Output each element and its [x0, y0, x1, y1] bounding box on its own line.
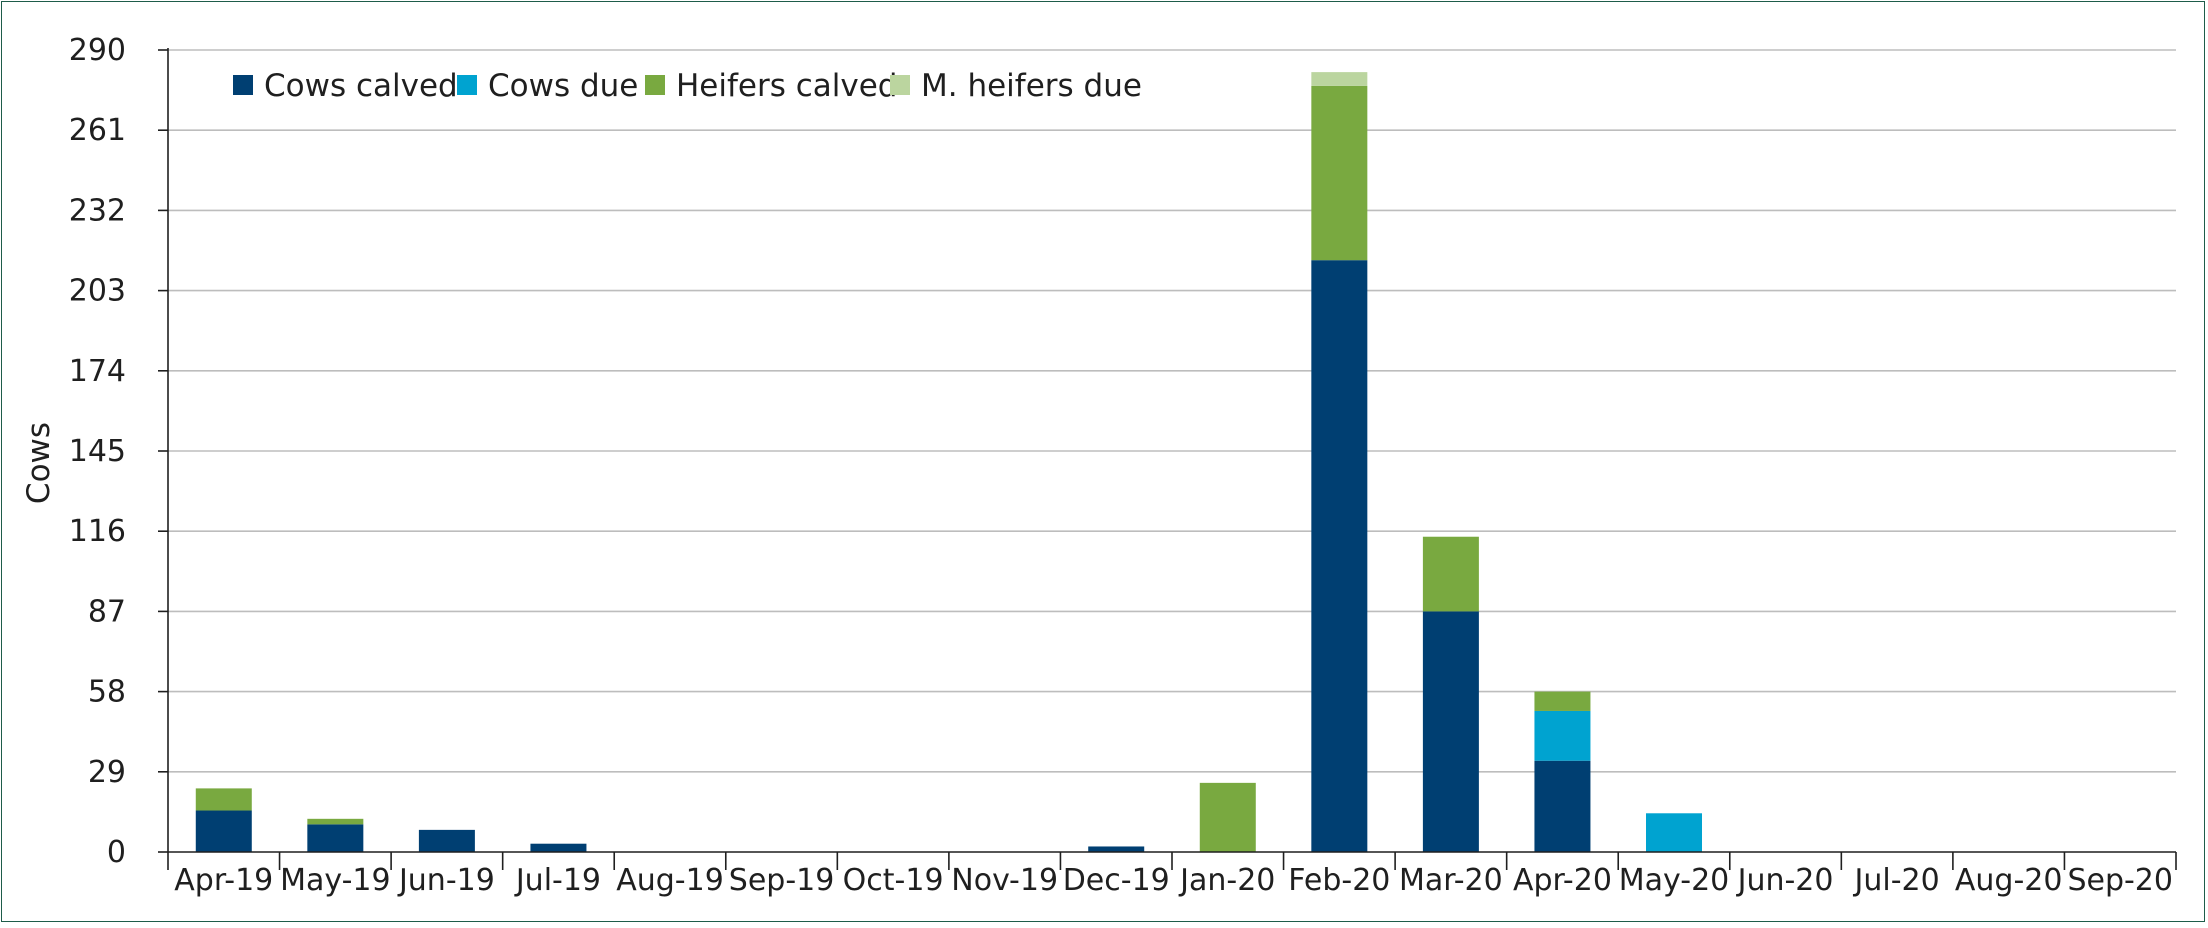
y-tick-label: 116 [69, 514, 126, 549]
x-tick-label: Apr-20 [1513, 863, 1612, 898]
gridlines [168, 49, 2176, 773]
y-tick-label: 232 [69, 193, 126, 228]
y-axis-label: Cows [21, 422, 57, 504]
y-tick-label: 203 [69, 274, 126, 309]
legend-swatch-heifers-calved [645, 75, 665, 95]
x-tick-label: Jul-20 [1853, 863, 1940, 898]
y-tick-label: 261 [69, 113, 126, 148]
x-tick-labels: Apr-19 May-19 Jun-19 Jul-19 Aug-19 Sep-19 Oct-… [174, 863, 2173, 898]
x-tick-label: Aug-20 [1955, 863, 2063, 898]
y-tick-label: 145 [69, 434, 126, 469]
y-tick-label: 87 [88, 594, 126, 629]
bar-cows-calved [1088, 846, 1145, 852]
x-tick-label: Jun-19 [397, 863, 495, 898]
bar-cows-calved [307, 824, 364, 852]
x-tick-label: Sep-20 [2067, 863, 2173, 898]
bar-cows-calved [530, 843, 587, 852]
bar-heifers-calved [195, 788, 252, 811]
bar-cows-calved [1422, 611, 1479, 852]
bar-cows-calved [1311, 260, 1368, 852]
x-tick-label: Feb-20 [1288, 863, 1390, 898]
y-tick-label: 58 [88, 675, 126, 710]
x-tick-label: Apr-19 [174, 863, 273, 898]
bar-heifers-calved [1422, 536, 1479, 612]
y-tick-label: 0 [107, 835, 126, 870]
x-tick-label: Dec-19 [1063, 863, 1170, 898]
x-tick-label: Oct-19 [843, 863, 944, 898]
legend: Cows calved Cows due Heifers calved M. heif… [233, 68, 1142, 104]
bar-heifers-calved [307, 818, 364, 825]
x-tick-label: Aug-19 [616, 863, 724, 898]
legend-label-m-heifers-due: M. heifers due [921, 68, 1142, 104]
legend-swatch-cows-calved [233, 75, 253, 95]
x-tick-label: Jul-19 [514, 863, 601, 898]
bar-heifers-calved [1199, 782, 1256, 852]
bar-m-heifers-due [1311, 72, 1368, 86]
bar-cows-calved [418, 829, 475, 852]
legend-swatch-m-heifers-due [890, 75, 910, 95]
bar-cows-due [1646, 813, 1702, 852]
x-tick-label: May-20 [1619, 863, 1730, 898]
bar-cows-calved [195, 810, 252, 852]
y-tick-label: 290 [69, 33, 126, 68]
x-tick-label: Mar-20 [1399, 863, 1503, 898]
bar-heifers-calved [1311, 85, 1368, 261]
legend-label-heifers-calved: Heifers calved [676, 68, 897, 104]
y-tick-label: 29 [88, 755, 126, 790]
legend-label-cows-due: Cows due [488, 68, 638, 104]
x-tick-label: Sep-19 [729, 863, 835, 898]
y-tick-label: 174 [69, 354, 126, 389]
bar-cows-calved [1534, 760, 1591, 852]
legend-swatch-cows-due [457, 75, 477, 95]
bars [195, 72, 1702, 852]
axes [158, 48, 2177, 870]
x-tick-label: Jan-20 [1178, 863, 1275, 898]
legend-label-cows-calved: Cows calved [264, 68, 458, 104]
y-tick-labels: 0 29 58 87 116 145 174 203 232 261 290 [69, 33, 126, 870]
bar-cows-due [1534, 710, 1591, 761]
x-tick-label: Jun-20 [1736, 863, 1834, 898]
x-tick-label: Nov-19 [951, 863, 1058, 898]
bar-heifers-calved [1534, 691, 1591, 711]
x-tick-label: May-19 [280, 863, 391, 898]
